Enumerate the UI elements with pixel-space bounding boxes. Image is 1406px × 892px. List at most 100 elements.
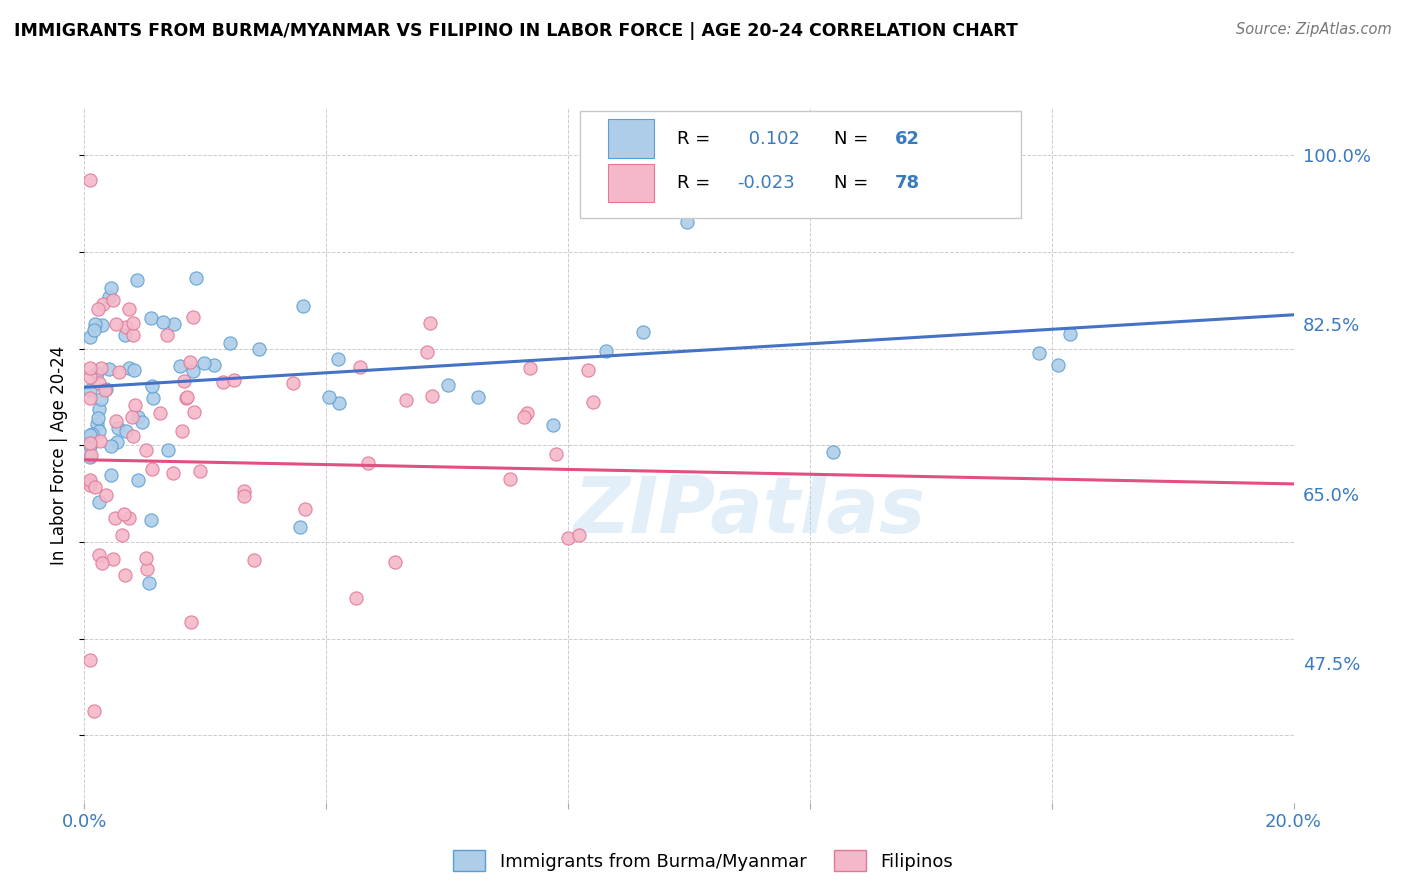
Point [546,447,568,461]
Text: 78: 78 [894,174,920,192]
Point [84,480,107,494]
Point [242,553,264,567]
Text: R =: R = [676,129,716,148]
Point [122,429,145,443]
Point [131,415,153,429]
Point [163,317,186,331]
Y-axis label: In Labor Force | Age 20-24: In Labor Force | Age 20-24 [51,345,69,565]
Point [326,352,349,367]
Point [281,376,304,390]
Text: 62: 62 [894,129,920,148]
Point [395,392,418,407]
Point [87,376,110,391]
Point [79,360,101,375]
Bar [607,120,654,158]
Text: N =: N = [834,129,875,148]
Point [138,575,160,590]
Point [87,548,110,562]
Point [84,317,107,331]
Point [516,406,538,420]
Point [222,373,245,387]
Point [87,424,110,438]
Point [112,507,135,521]
Point [87,402,110,417]
Point [183,405,205,419]
Point [188,464,211,478]
Point [80,427,103,442]
Point [124,398,146,412]
Point [90,318,112,332]
Point [89,392,111,406]
Point [346,591,368,605]
Point [79,383,101,397]
Point [94,384,117,398]
Point [567,527,589,541]
Point [180,615,202,630]
Point [122,328,145,343]
Point [100,281,122,295]
Text: R =: R = [676,174,716,192]
Point [139,310,162,325]
Point [162,466,184,480]
Point [83,323,105,337]
Text: ZIPatlas: ZIPatlas [574,473,925,549]
Point [467,390,489,404]
Point [233,489,256,503]
Point [121,410,143,425]
Point [89,434,111,448]
Point [100,468,122,483]
Point [111,528,134,542]
Point [89,495,111,509]
Point [181,310,204,324]
Point [557,531,579,545]
Point [79,473,101,487]
Point [581,395,603,409]
Point [219,336,242,351]
Point [79,330,101,344]
Point [79,370,101,384]
Point [288,520,311,534]
Bar [607,163,654,202]
Point [86,417,108,431]
Point [94,382,117,396]
Point [107,434,129,449]
Point [169,359,191,373]
Point [328,396,350,410]
Point [152,315,174,329]
Point [170,425,193,439]
Text: 0.102: 0.102 [744,129,800,148]
Point [127,473,149,487]
Point [179,355,201,369]
Point [135,443,157,458]
Point [101,551,124,566]
Point [101,293,124,307]
Point [384,555,406,569]
Point [98,290,121,304]
Point [821,444,844,458]
Point [174,391,197,405]
Point [141,379,163,393]
Point [318,390,340,404]
Point [125,273,148,287]
Point [193,356,215,370]
Point [1046,358,1069,372]
Text: -0.023: -0.023 [737,174,794,192]
Text: IMMIGRANTS FROM BURMA/MYANMAR VS FILIPINO IN LABOR FORCE | AGE 20-24 CORRELATION: IMMIGRANTS FROM BURMA/MYANMAR VS FILIPIN… [14,22,1018,40]
Point [104,510,127,524]
Point [676,215,699,229]
Point [135,551,157,566]
Point [176,390,198,404]
Point [86,366,108,380]
Point [107,365,129,379]
Point [141,462,163,476]
Point [115,424,138,438]
Point [83,704,105,718]
Point [357,457,380,471]
Point [79,478,101,492]
Point [1059,326,1081,341]
Point [513,409,536,424]
Point [98,362,121,376]
Point [181,364,204,378]
Point [122,363,145,377]
Point [90,360,112,375]
